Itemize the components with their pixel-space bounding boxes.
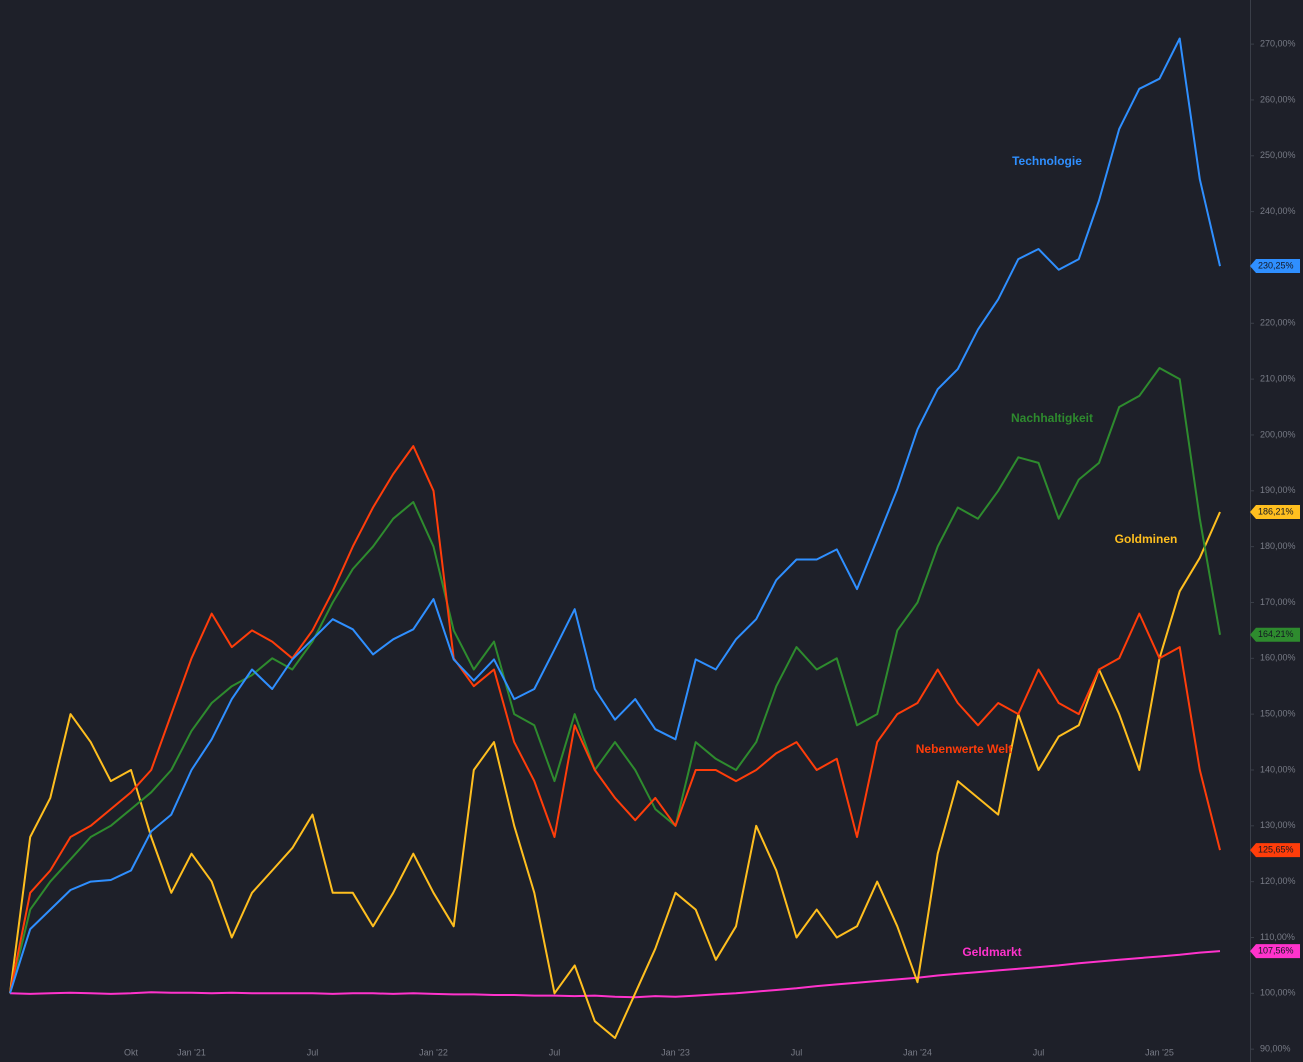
- series-line: [9, 367, 1221, 994]
- y-tick-label: 270,00%: [1260, 38, 1296, 48]
- end-value-label: 125,65%: [1258, 844, 1294, 854]
- y-tick-label: 220,00%: [1260, 318, 1296, 328]
- x-tick-label: Jan '24: [903, 1047, 932, 1057]
- y-tick-label: 160,00%: [1260, 653, 1296, 663]
- x-tick-label: Jan '23: [661, 1047, 690, 1057]
- series-line: [9, 445, 1221, 994]
- end-value-tag: [1250, 259, 1300, 274]
- end-value-label: 186,21%: [1258, 506, 1294, 516]
- series-label: Nebenwerte Welt: [916, 742, 1012, 756]
- y-tick-label: 170,00%: [1260, 597, 1296, 607]
- x-tick-label: Jan '21: [177, 1047, 206, 1057]
- end-value-tag: [1250, 504, 1300, 519]
- end-value-tag: [1250, 944, 1300, 959]
- x-tick-label: Jul: [1033, 1047, 1045, 1057]
- y-tick-label: 190,00%: [1260, 485, 1296, 495]
- x-tick-label: Jan '22: [419, 1047, 448, 1057]
- end-value-tag: [1250, 627, 1300, 642]
- series-label: Goldminen: [1115, 532, 1178, 546]
- x-tick-label: Okt: [124, 1047, 139, 1057]
- y-tick-label: 150,00%: [1260, 709, 1296, 719]
- x-tick-label: Jul: [307, 1047, 319, 1057]
- x-tick-label: Jan '25: [1145, 1047, 1174, 1057]
- y-tick-label: 130,00%: [1260, 820, 1296, 830]
- y-tick-label: 260,00%: [1260, 94, 1296, 104]
- y-tick-label: 110,00%: [1260, 932, 1295, 942]
- series-label: Nachhaltigkeit: [1011, 411, 1093, 425]
- series-label: Geldmarkt: [962, 945, 1021, 959]
- series-line: [9, 37, 1221, 994]
- end-value-label: 164,21%: [1258, 629, 1294, 639]
- y-tick-label: 210,00%: [1260, 374, 1296, 384]
- series-line: [9, 950, 1221, 999]
- end-value-label: 107,56%: [1258, 945, 1294, 955]
- end-value-tag: [1250, 843, 1300, 858]
- y-tick-label: 250,00%: [1260, 150, 1296, 160]
- y-tick-label: 180,00%: [1260, 541, 1296, 551]
- y-tick-label: 140,00%: [1260, 764, 1296, 774]
- end-value-label: 230,25%: [1258, 260, 1294, 270]
- x-tick-label: Jul: [791, 1047, 803, 1057]
- x-tick-label: Jul: [549, 1047, 561, 1057]
- y-tick-label: 120,00%: [1260, 876, 1296, 886]
- y-tick-label: 200,00%: [1260, 429, 1296, 439]
- y-tick-label: 240,00%: [1260, 206, 1296, 216]
- series-label: Technologie: [1012, 154, 1082, 168]
- y-tick-label: 100,00%: [1260, 988, 1296, 998]
- y-tick-label: 90,00%: [1260, 1044, 1291, 1054]
